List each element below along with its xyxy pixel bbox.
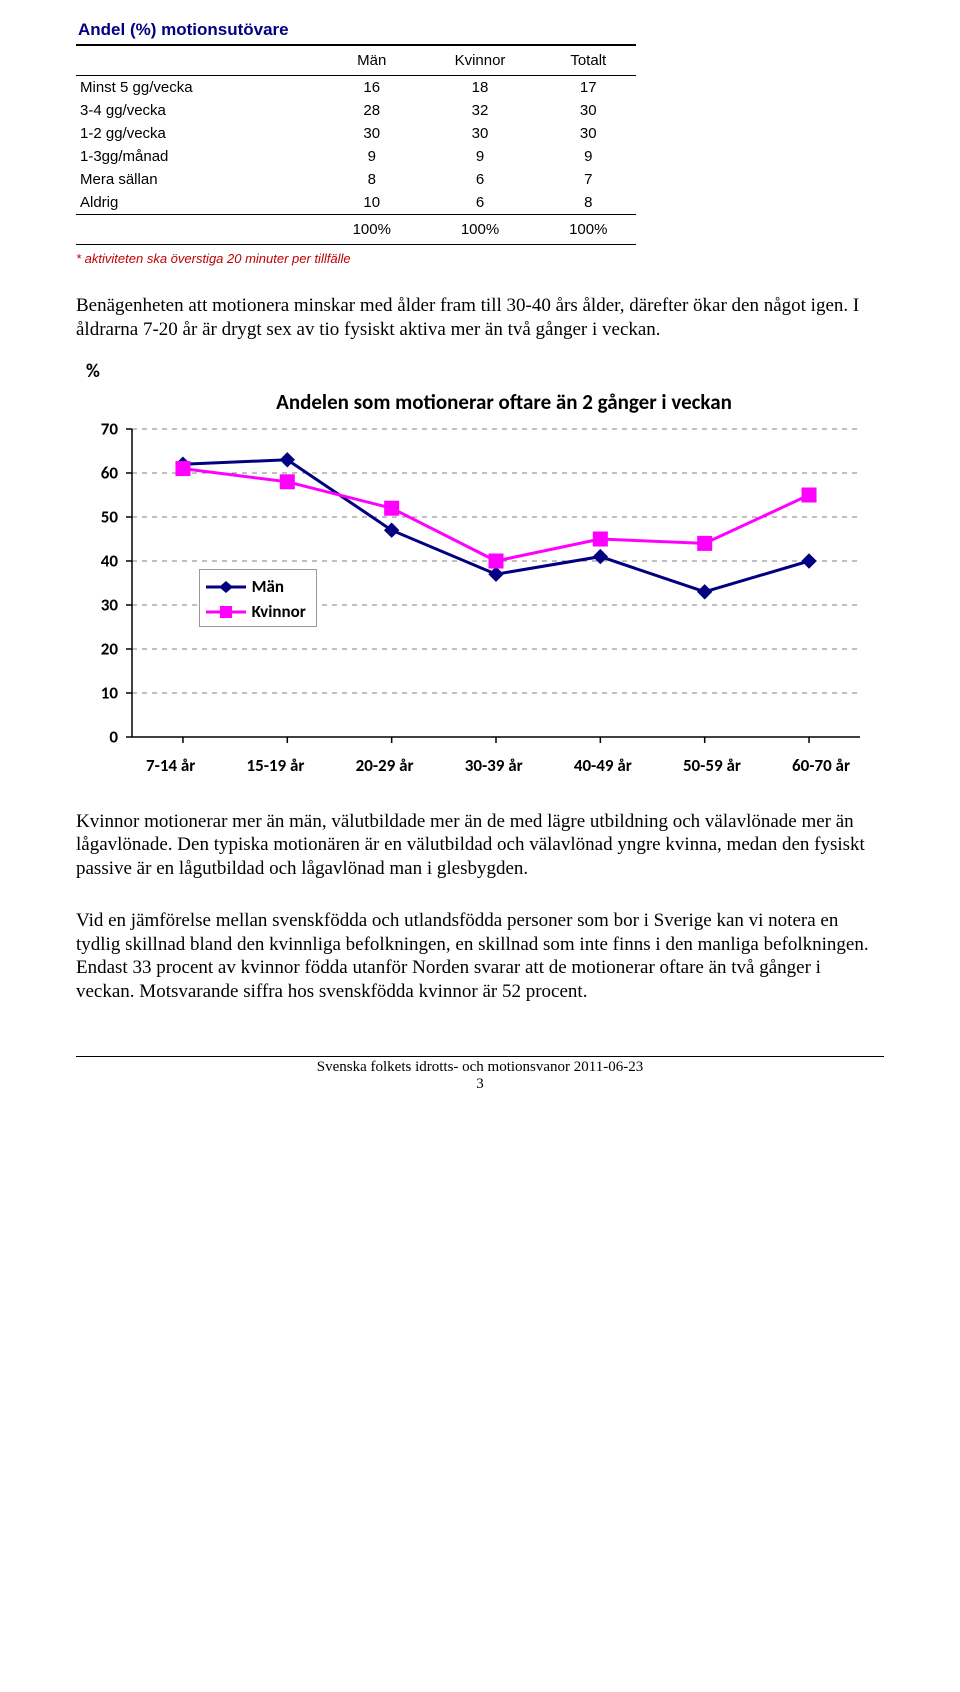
- table-cell: 10: [324, 191, 419, 215]
- table-total-cell: [76, 215, 324, 245]
- paragraph-1: Benägenheten att motionera minskar med å…: [76, 294, 884, 342]
- table-cell: 1-2 gg/vecka: [76, 122, 324, 145]
- footer-line1: Svenska folkets idrotts- och motionsvano…: [76, 1059, 884, 1076]
- ytick-label: 70: [101, 418, 118, 439]
- legend-item: Kvinnor: [206, 599, 306, 624]
- xtick-label: 40-49 år: [574, 755, 632, 776]
- table-cell: Minst 5 gg/vecka: [76, 76, 324, 100]
- chart-title: Andelen som motionerar oftare än 2 gånge…: [124, 389, 884, 415]
- ytick-label: 40: [101, 550, 118, 571]
- table-header-cell: Män: [324, 46, 419, 76]
- chart-ylabel: %: [86, 360, 884, 383]
- table-cell: Mera sällan: [76, 168, 324, 191]
- legend-item: Män: [206, 574, 306, 599]
- table-header-cell: Totalt: [541, 46, 636, 76]
- table-header-cell: Kvinnor: [419, 46, 540, 76]
- table-cell: 1-3gg/månad: [76, 145, 324, 168]
- table-row: 1-3gg/månad999: [76, 145, 636, 168]
- table-row: Minst 5 gg/vecka161817: [76, 76, 636, 100]
- table-cell: 9: [419, 145, 540, 168]
- table-cell: 9: [541, 145, 636, 168]
- ytick-label: 30: [101, 594, 118, 615]
- table-cell: 16: [324, 76, 419, 100]
- table-footnote: * aktiviteten ska överstiga 20 minuter p…: [76, 251, 884, 266]
- table-header-cell: [76, 46, 324, 76]
- table-cell: 6: [419, 191, 540, 215]
- table-row: 3-4 gg/vecka283230: [76, 99, 636, 122]
- table-total-cell: 100%: [541, 215, 636, 245]
- ytick-label: 60: [101, 462, 118, 483]
- ytick-label: 50: [101, 506, 118, 527]
- table-cell: 17: [541, 76, 636, 100]
- chart-legend: Män Kvinnor: [199, 569, 317, 627]
- table-cell: 30: [419, 122, 540, 145]
- ytick-label: 0: [109, 726, 118, 747]
- table-title: Andel (%) motionsutövare: [76, 20, 636, 46]
- table-cell: 30: [324, 122, 419, 145]
- table-row: 1-2 gg/vecka303030: [76, 122, 636, 145]
- chart-container: 0 10 20 30 40 50 60 70 Män Kvinnor: [76, 421, 884, 751]
- legend-label: Män: [252, 576, 284, 597]
- xtick-label: 50-59 år: [683, 755, 741, 776]
- table-total-cell: 100%: [324, 215, 419, 245]
- table-cell: 18: [419, 76, 540, 100]
- table-cell: 8: [541, 191, 636, 215]
- ytick-label: 20: [101, 638, 118, 659]
- line-chart: [76, 421, 884, 751]
- table-cell: 32: [419, 99, 540, 122]
- paragraph-2: Kvinnor motionerar mer än män, välutbild…: [76, 810, 884, 881]
- xtick-label: 15-19 år: [247, 755, 305, 776]
- ytick-label: 10: [101, 682, 118, 703]
- page-footer: Svenska folkets idrotts- och motionsvano…: [76, 1056, 884, 1093]
- paragraph-3: Vid en jämförelse mellan svenskfödda och…: [76, 909, 884, 1004]
- table-cell: 8: [324, 168, 419, 191]
- xtick-label: 30-39 år: [465, 755, 523, 776]
- footer-line2: 3: [76, 1076, 884, 1093]
- chart-xlabels: 7-14 år 15-19 år 20-29 år 30-39 år 40-49 år 5…: [138, 751, 858, 776]
- table-cell: Aldrig: [76, 191, 324, 215]
- table-cell: 7: [541, 168, 636, 191]
- table-cell: 28: [324, 99, 419, 122]
- table-cell: 6: [419, 168, 540, 191]
- table-cell: 3-4 gg/vecka: [76, 99, 324, 122]
- xtick-label: 20-29 år: [356, 755, 414, 776]
- table-total-cell: 100%: [419, 215, 540, 245]
- table-cell: 9: [324, 145, 419, 168]
- table-row: Mera sällan867: [76, 168, 636, 191]
- table-cell: 30: [541, 122, 636, 145]
- xtick-label: 7-14 år: [146, 755, 195, 776]
- data-table: MänKvinnorTotalt Minst 5 gg/vecka1618173…: [76, 46, 636, 245]
- xtick-label: 60-70 år: [792, 755, 850, 776]
- table-totals-row: 100%100%100%: [76, 215, 636, 245]
- table-cell: 30: [541, 99, 636, 122]
- table-row: Aldrig1068: [76, 191, 636, 215]
- legend-label: Kvinnor: [252, 601, 306, 622]
